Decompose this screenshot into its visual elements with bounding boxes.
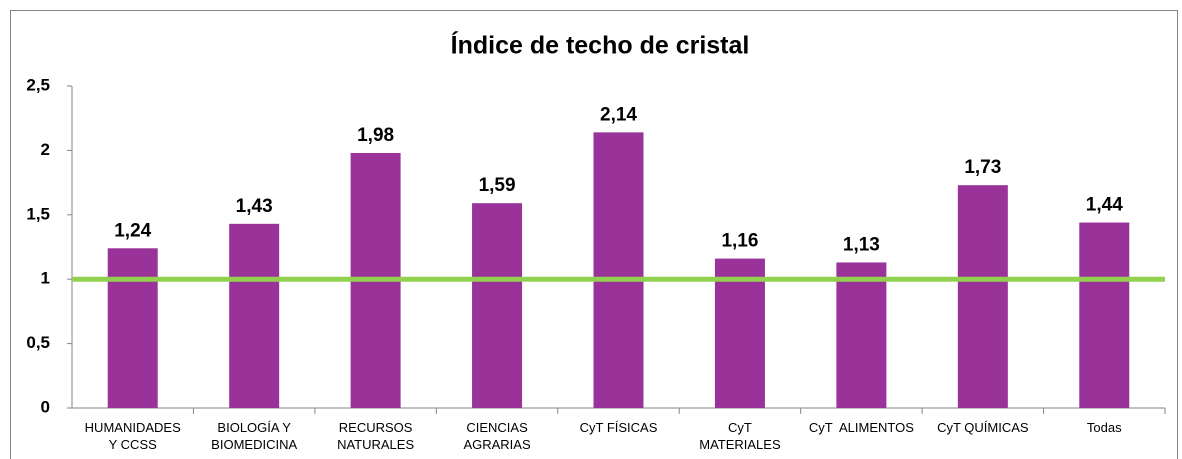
chart-title: Índice de techo de cristal [451, 31, 750, 60]
x-tick-label: CyT FÍSICAS [580, 420, 658, 435]
data-label: 1,59 [479, 175, 516, 196]
y-tick-label: 1,5 [26, 204, 50, 223]
y-tick-label: 0,5 [26, 333, 50, 352]
data-label: 1,44 [1086, 195, 1123, 216]
data-label: 1,24 [114, 220, 151, 241]
bar [107, 248, 158, 408]
bar [593, 132, 644, 409]
x-tick-label: HUMANIDADES Y CCSS [85, 420, 181, 452]
y-tick-label: 2,5 [26, 75, 50, 94]
data-label: 1,98 [357, 125, 394, 146]
bar [957, 185, 1008, 408]
data-label: 1,73 [964, 157, 1001, 178]
x-tick-label: CyT QUÍMICAS [937, 420, 1029, 435]
data-label: 1,13 [843, 234, 880, 255]
x-tick-label: CyT ALIMENTOS [809, 420, 914, 435]
bar [836, 262, 887, 408]
x-tick-label: RECURSOS NATURALES [337, 420, 414, 452]
bar [472, 203, 523, 408]
y-tick-label: 2 [41, 140, 50, 159]
bar [229, 223, 280, 408]
x-tick-label: CyT MATERIALES [699, 420, 781, 452]
data-label: 2,14 [600, 104, 637, 125]
y-tick-label: 1 [41, 269, 50, 288]
data-label: 1,16 [721, 231, 758, 252]
x-tick-label: Todas [1087, 420, 1122, 435]
x-tick-label: CIENCIAS AGRARIAS [463, 420, 531, 452]
x-tick-label: BIOLOGÍA Y BIOMEDICINA [211, 420, 297, 452]
bar [1079, 222, 1130, 408]
y-tick-label: 0 [41, 397, 50, 416]
bar [714, 258, 765, 408]
data-label: 1,43 [236, 196, 273, 217]
